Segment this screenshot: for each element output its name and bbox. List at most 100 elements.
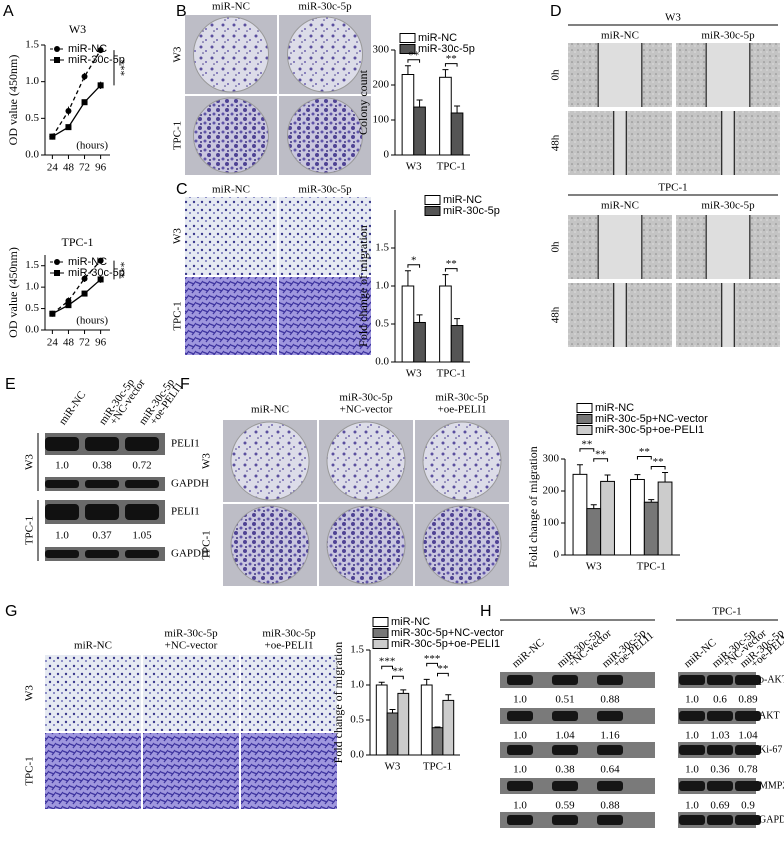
y-axis-label: Fold change of migration — [356, 225, 370, 347]
significance-bracket — [426, 662, 438, 667]
significance: ** — [408, 49, 419, 61]
band-value: 0.37 — [92, 530, 112, 542]
legend-label: miR-30c-5p — [443, 205, 500, 217]
panel-letter: B — [176, 3, 187, 20]
band-value: 0.59 — [555, 800, 575, 812]
error-bar — [400, 689, 407, 694]
y-axis-label: Fold change of migration — [331, 642, 345, 764]
transwell-image — [279, 277, 371, 355]
legend-label: miR-NC — [443, 194, 482, 206]
band — [597, 711, 623, 721]
error-bar — [445, 694, 452, 701]
legend-swatch — [372, 617, 389, 627]
x-tick-label: 72 — [79, 337, 90, 349]
error-bar — [416, 99, 423, 108]
x-tick-label: TPC-1 — [637, 561, 666, 573]
significance: ** — [639, 446, 650, 458]
error-bar — [434, 726, 441, 728]
significance-bracket — [444, 63, 458, 67]
marker — [81, 73, 88, 80]
error-bar — [416, 314, 423, 323]
colony-plate — [287, 16, 363, 93]
bar — [643, 501, 659, 556]
bar — [450, 112, 464, 156]
x-tick-label: W3 — [586, 561, 602, 573]
x-tick-label: TPC-1 — [437, 161, 466, 173]
panel-letter: C — [176, 181, 188, 198]
band-value: 0.88 — [600, 694, 620, 706]
band — [679, 815, 705, 825]
band — [679, 675, 705, 685]
bar — [386, 712, 399, 756]
protein-label: GAPDH — [171, 478, 209, 490]
bar — [413, 321, 426, 363]
band-value: 1.0 — [685, 694, 699, 706]
bar — [401, 74, 415, 156]
error-bar — [378, 681, 385, 685]
column-label: miR-30c-5p — [164, 628, 218, 640]
error-bar — [442, 274, 449, 286]
significance-bracket — [650, 465, 666, 470]
legend-label: miR-30c-5p+NC-vector — [595, 413, 708, 425]
colony-plate — [422, 421, 502, 501]
band — [552, 781, 578, 791]
column-label: +NC-vector — [165, 640, 218, 652]
marker — [81, 290, 88, 297]
error-bar — [576, 464, 583, 475]
transwell-image — [279, 197, 371, 275]
legend-label: miR-NC — [68, 43, 107, 55]
error-bar — [404, 65, 411, 75]
y-tick-label: 1.0 — [25, 75, 39, 87]
y-tick-label: 1.0 — [375, 280, 389, 292]
x-tick-label: 24 — [47, 162, 59, 174]
protein-label: AKT — [759, 710, 780, 721]
x-tick-label: 24 — [47, 337, 59, 349]
bar — [657, 481, 673, 556]
band-value: 1.0 — [513, 694, 527, 706]
wound-gap — [613, 111, 627, 175]
y-tick-label: 0.0 — [350, 749, 364, 761]
y-tick-label: 1.0 — [25, 281, 39, 293]
transwell-image — [185, 277, 277, 355]
wound-gap — [598, 215, 642, 279]
marker — [81, 275, 88, 282]
row-label: W3 — [201, 453, 213, 469]
column-label: miR-NC — [212, 184, 250, 196]
bar — [413, 106, 426, 156]
legend-label: miR-30c-5p+NC-vector — [391, 627, 504, 639]
line — [51, 49, 102, 138]
error-bar — [590, 504, 597, 509]
y-tick-label: 1.5 — [25, 259, 39, 271]
bar — [420, 684, 433, 756]
band — [45, 550, 79, 558]
row-label: TPC-1 — [201, 530, 213, 559]
legend-label: miR-NC — [595, 402, 634, 414]
panel-letter: A — [3, 3, 14, 20]
significance-bracket — [579, 448, 595, 452]
significance: *** — [379, 656, 396, 668]
error-bar — [454, 105, 461, 113]
row-label: TPC-1 — [24, 756, 36, 785]
column-label: miR-30c-5p — [262, 628, 316, 640]
colony-plate — [326, 421, 406, 501]
band-value: 1.0 — [513, 764, 527, 776]
band — [552, 745, 578, 755]
colony-plate — [230, 505, 310, 585]
bar — [442, 699, 455, 756]
marker — [65, 108, 72, 114]
bar — [439, 76, 452, 156]
legend-label: miR-30c-5p+oe-PELI1 — [391, 638, 500, 650]
row-label: 48h — [550, 134, 562, 151]
band-value: 0.38 — [555, 764, 575, 776]
x-tick-label: TPC-1 — [423, 761, 452, 773]
significance-bracket — [437, 672, 449, 677]
column-label: miR-30c-5p — [298, 184, 352, 196]
marker — [49, 310, 56, 317]
bar — [439, 285, 452, 363]
marker — [97, 82, 104, 89]
panel-letter: G — [5, 603, 17, 620]
lane-label: miR-NC — [57, 389, 89, 427]
y-tick-label: 0.0 — [375, 356, 389, 368]
transwell-image — [143, 655, 239, 731]
